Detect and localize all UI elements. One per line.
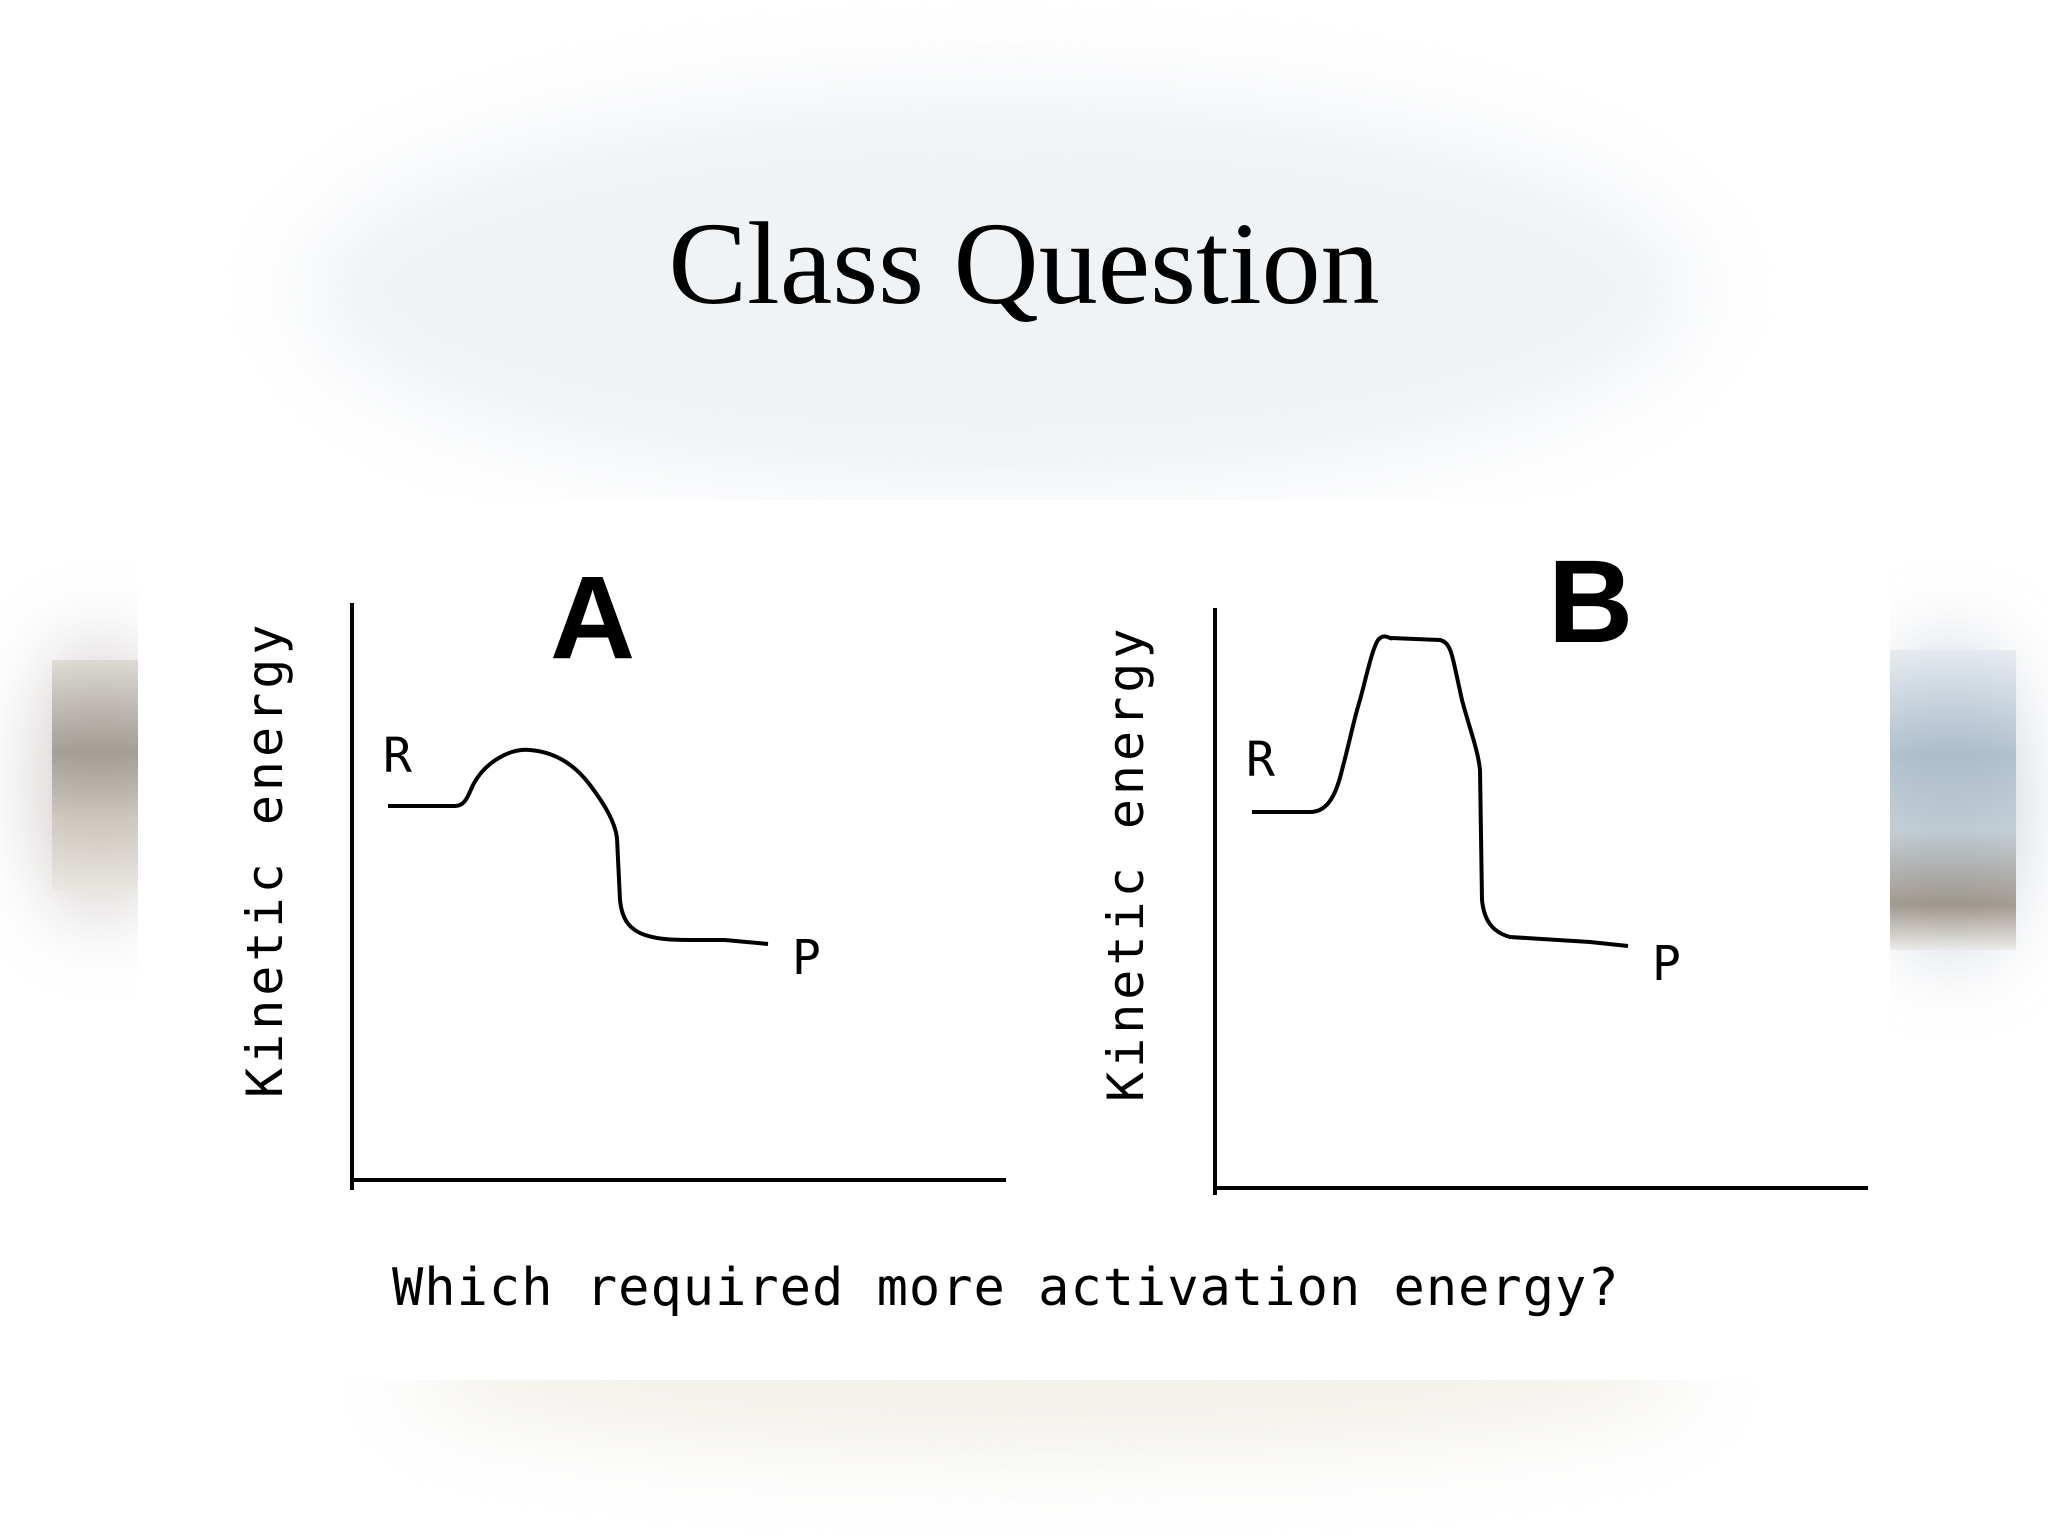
diagram-b-y-axis-label: Kinetic energy (1097, 625, 1155, 1102)
background-photo-left (52, 660, 140, 890)
diagram-b-panel-label: B (1548, 536, 1633, 668)
diagram-a-energy-curve (388, 747, 769, 946)
diagram-panel (138, 500, 1890, 1380)
slide-title: Class Question (668, 198, 1380, 329)
diagram-a-y-axis-label: Kinetic energy (236, 621, 294, 1098)
diagram-b-reactant-label: R (1246, 732, 1275, 788)
diagram-a-panel-label: A (550, 552, 635, 684)
diagram-b-product-label: P (1652, 936, 1681, 992)
diagram-b: B Kinetic energy R P (1097, 536, 1868, 1195)
background-glow-top (300, 80, 1700, 500)
question-text: Which required more activation energy? (392, 1258, 1620, 1318)
background-photo-right (1890, 650, 2016, 950)
diagram-a: A Kinetic energy R P (236, 552, 1006, 1190)
diagram-a-product-label: P (792, 930, 821, 986)
diagram-b-energy-curve (1252, 634, 1629, 948)
diagram-a-reactant-label: R (383, 728, 412, 784)
